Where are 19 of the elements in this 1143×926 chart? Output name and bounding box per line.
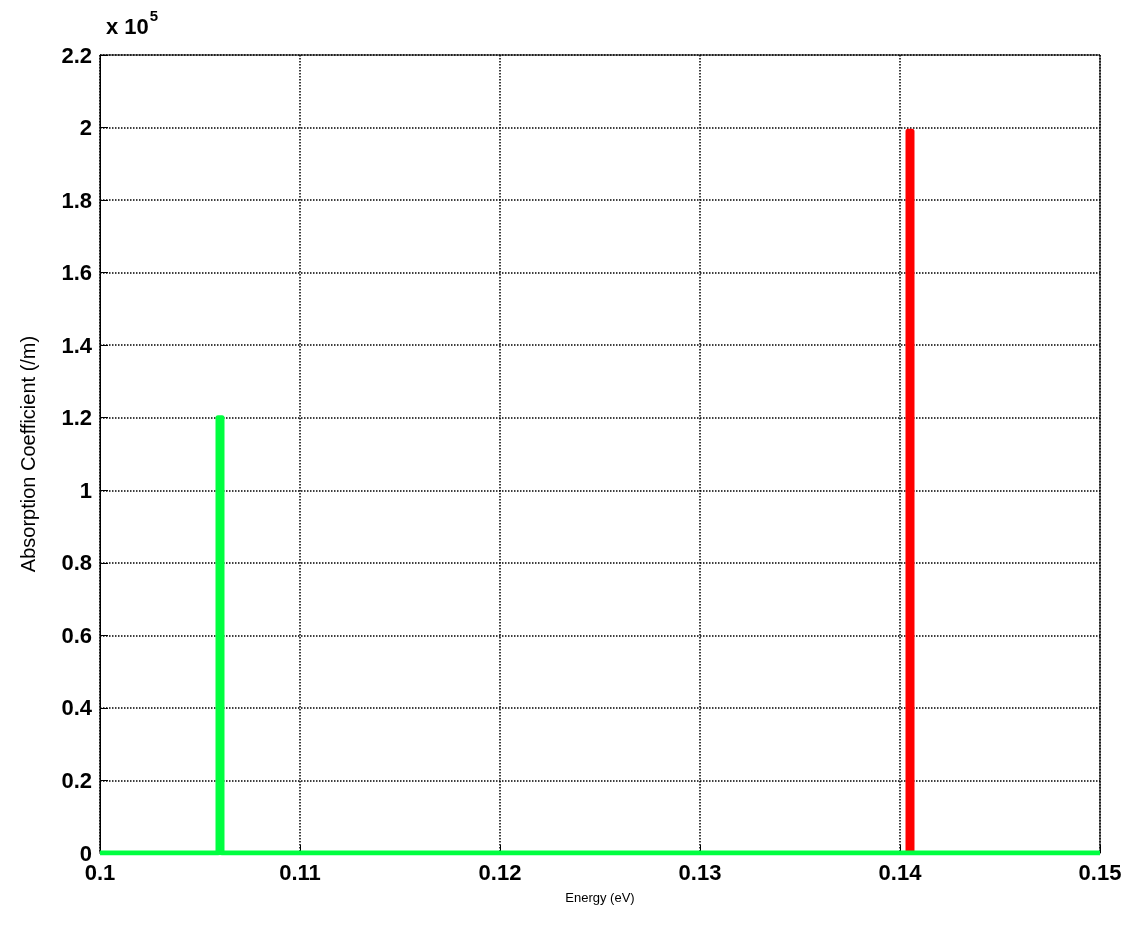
x-tick-label: 0.14: [878, 859, 923, 885]
y-tick-label: 1.4: [61, 332, 93, 358]
y-tick-label: 2: [79, 115, 92, 141]
y-tick-label: 0: [79, 840, 92, 866]
y-tick-label: 0.2: [61, 767, 92, 793]
y-tick-label: 0.8: [61, 550, 92, 576]
x-axis-title: Energy (eV): [565, 890, 635, 905]
y-tick-label: 1: [79, 477, 92, 503]
x-tick-label: 0.15: [1078, 859, 1122, 885]
x-tick-label: 0.13: [678, 859, 722, 885]
y-tick-label: 1.2: [61, 405, 92, 431]
x-tick-label: 0.11: [279, 859, 321, 885]
y-tick-label: 1.8: [61, 187, 92, 213]
x-tick-label: 0.12: [478, 859, 522, 885]
y-tick-label: 0.4: [61, 695, 93, 721]
y-tick-label: 0.6: [61, 622, 92, 648]
y-axis-title: Absorption Coefficient (/m): [17, 335, 39, 573]
y-tick-label: 1.6: [61, 260, 92, 286]
y-tick-label: 2.2: [61, 42, 92, 68]
